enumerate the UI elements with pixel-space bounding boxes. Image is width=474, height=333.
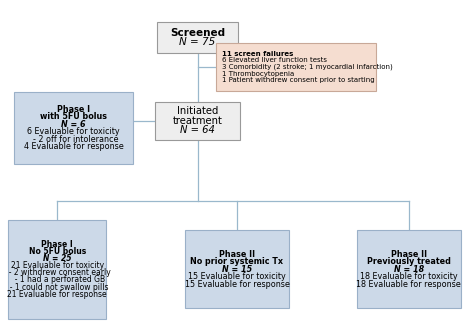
Text: 1 Patient withdrew consent prior to starting: 1 Patient withdrew consent prior to star… bbox=[222, 77, 374, 83]
Text: 18 Evaluable for toxicity: 18 Evaluable for toxicity bbox=[360, 272, 458, 281]
Text: N = 25: N = 25 bbox=[43, 254, 72, 263]
Text: 6 Elevated liver function tests: 6 Elevated liver function tests bbox=[222, 57, 327, 63]
Text: - 2 off for intolerance: - 2 off for intolerance bbox=[28, 135, 119, 144]
Text: Phase II: Phase II bbox=[219, 250, 255, 259]
FancyBboxPatch shape bbox=[9, 219, 106, 319]
Text: - 1 could not swallow pills: - 1 could not swallow pills bbox=[6, 283, 109, 292]
Text: Previously treated: Previously treated bbox=[367, 257, 451, 266]
Text: 15 Evaluable for toxicity: 15 Evaluable for toxicity bbox=[188, 272, 286, 281]
FancyBboxPatch shape bbox=[216, 43, 376, 91]
Text: 11 screen failures: 11 screen failures bbox=[222, 51, 293, 57]
Text: 3 Comorbidity (2 stroke; 1 myocardial infarction): 3 Comorbidity (2 stroke; 1 myocardial in… bbox=[222, 64, 392, 70]
Text: 15 Evaluable for response: 15 Evaluable for response bbox=[184, 280, 290, 289]
Text: N = 75: N = 75 bbox=[179, 37, 216, 47]
Text: Initiated: Initiated bbox=[177, 107, 218, 117]
Text: Phase II: Phase II bbox=[391, 250, 427, 259]
FancyBboxPatch shape bbox=[155, 102, 240, 140]
FancyBboxPatch shape bbox=[185, 230, 289, 308]
Text: treatment: treatment bbox=[173, 116, 222, 126]
Text: 1 Thrombocytopenia: 1 Thrombocytopenia bbox=[222, 71, 294, 77]
Text: N = 6: N = 6 bbox=[61, 120, 86, 129]
Text: - 2 withdrew consent early: - 2 withdrew consent early bbox=[4, 268, 110, 277]
Text: - 1 had a perforated GB: - 1 had a perforated GB bbox=[9, 275, 105, 284]
Text: No 5FU bolus: No 5FU bolus bbox=[28, 247, 86, 256]
Text: Screened: Screened bbox=[170, 28, 225, 38]
FancyBboxPatch shape bbox=[14, 92, 133, 164]
Text: N = 15: N = 15 bbox=[222, 265, 252, 274]
FancyBboxPatch shape bbox=[356, 230, 461, 308]
FancyBboxPatch shape bbox=[157, 22, 238, 53]
Text: N = 64: N = 64 bbox=[180, 125, 215, 135]
Text: No prior systemic Tx: No prior systemic Tx bbox=[191, 257, 283, 266]
Text: 21 Evaluable for response: 21 Evaluable for response bbox=[8, 290, 107, 299]
Text: with 5FU bolus: with 5FU bolus bbox=[40, 112, 107, 121]
Text: Phase I: Phase I bbox=[41, 240, 73, 249]
Text: N = 18: N = 18 bbox=[394, 265, 424, 274]
Text: 6 Evaluable for toxicity: 6 Evaluable for toxicity bbox=[27, 127, 120, 136]
Text: 18 Evaluable for response: 18 Evaluable for response bbox=[356, 280, 461, 289]
Text: Phase I: Phase I bbox=[57, 105, 90, 114]
Text: 21 Evaluable for toxicity: 21 Evaluable for toxicity bbox=[11, 261, 104, 270]
Text: 4 Evaluable for response: 4 Evaluable for response bbox=[24, 142, 123, 151]
